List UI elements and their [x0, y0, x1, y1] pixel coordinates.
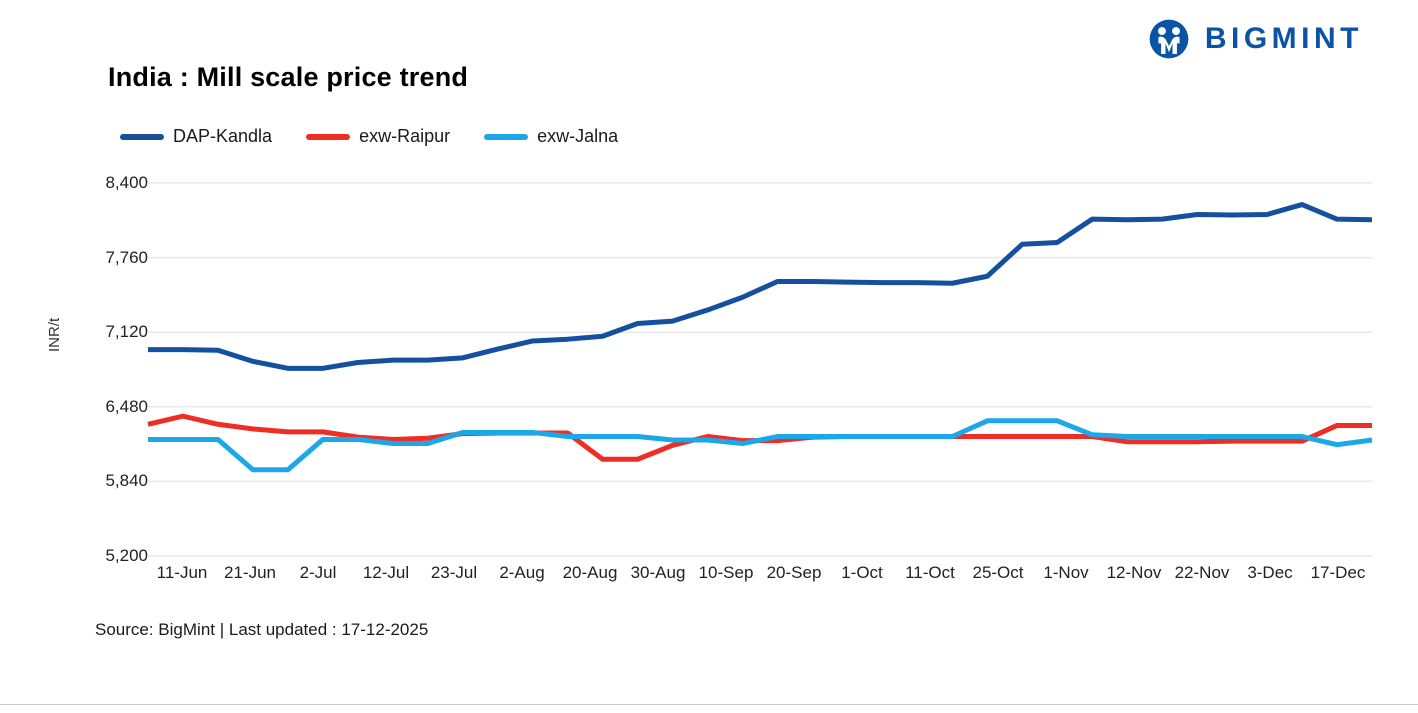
y-tick-label: 7,760: [105, 247, 148, 267]
x-tick-label: 12-Nov: [1106, 563, 1162, 582]
y-axis-ticks: 5,200 5,840 6,480 7,120 7,760 8,400: [40, 0, 148, 713]
legend-item-2[interactable]: exw-Jalna: [484, 126, 618, 147]
legend-label-2: exw-Jalna: [537, 126, 619, 146]
legend-swatch-icon-0: [120, 133, 164, 140]
x-tick-label: 17-Dec: [1310, 563, 1366, 582]
brand-logo: BIGMINT: [1147, 17, 1363, 61]
legend-label-0: DAP-Kandla: [173, 126, 273, 146]
legend-item-1[interactable]: exw-Raipur: [306, 126, 450, 147]
legend-swatch-icon-2: [484, 133, 529, 140]
chart-legend: DAP-Kandla exw-Raipur exw-Jalna: [120, 126, 618, 147]
x-tick-label: 20-Aug: [562, 563, 618, 582]
x-tick-label: 1-Nov: [1043, 563, 1089, 582]
x-tick-label: 22-Nov: [1174, 563, 1230, 582]
legend-item-0[interactable]: DAP-Kandla: [120, 126, 272, 147]
legend-swatch-icon-1: [306, 133, 351, 140]
x-tick-label: 20-Sep: [766, 563, 822, 582]
page-title: India : Mill scale price trend: [108, 62, 469, 92]
x-tick-label: 25-Oct: [972, 563, 1024, 582]
source-note: Source: BigMint | Last updated : 17-12-2…: [95, 620, 429, 639]
y-tick-label: 7,120: [105, 322, 148, 342]
brand-name: BIGMINT: [1204, 22, 1363, 55]
x-tick-label: 10-Sep: [698, 563, 754, 582]
series-line-0: [148, 202, 1373, 371]
x-tick-label: 12-Jul: [362, 563, 410, 582]
series-line-2: [148, 418, 1373, 473]
x-tick-label: 1-Oct: [841, 563, 883, 582]
legend-label-1: exw-Raipur: [359, 126, 451, 146]
x-axis-ticks: 11-Jun 21-Jun 2-Jul 12-Jul 23-Jul 2-Aug 20-Aug…: [0, 563, 1418, 589]
x-tick-label: 2-Aug: [499, 563, 545, 582]
y-tick-label: 6,480: [105, 396, 148, 416]
x-tick-label: 30-Aug: [630, 563, 686, 582]
x-tick-label: 3-Dec: [1247, 563, 1293, 582]
bigmint-people-circle-icon: [1149, 19, 1189, 59]
bottom-divider: [0, 704, 1418, 705]
x-tick-label: 11-Jun: [156, 563, 208, 582]
x-tick-label: 23-Jul: [430, 563, 478, 582]
x-tick-label: 11-Oct: [905, 563, 955, 582]
x-tick-label: 21-Jun: [224, 563, 276, 582]
y-tick-label: 5,840: [105, 471, 148, 491]
y-tick-label: 8,400: [105, 173, 148, 192]
x-tick-label: 2-Jul: [299, 563, 337, 582]
y-tick-label: 5,200: [105, 546, 148, 565]
